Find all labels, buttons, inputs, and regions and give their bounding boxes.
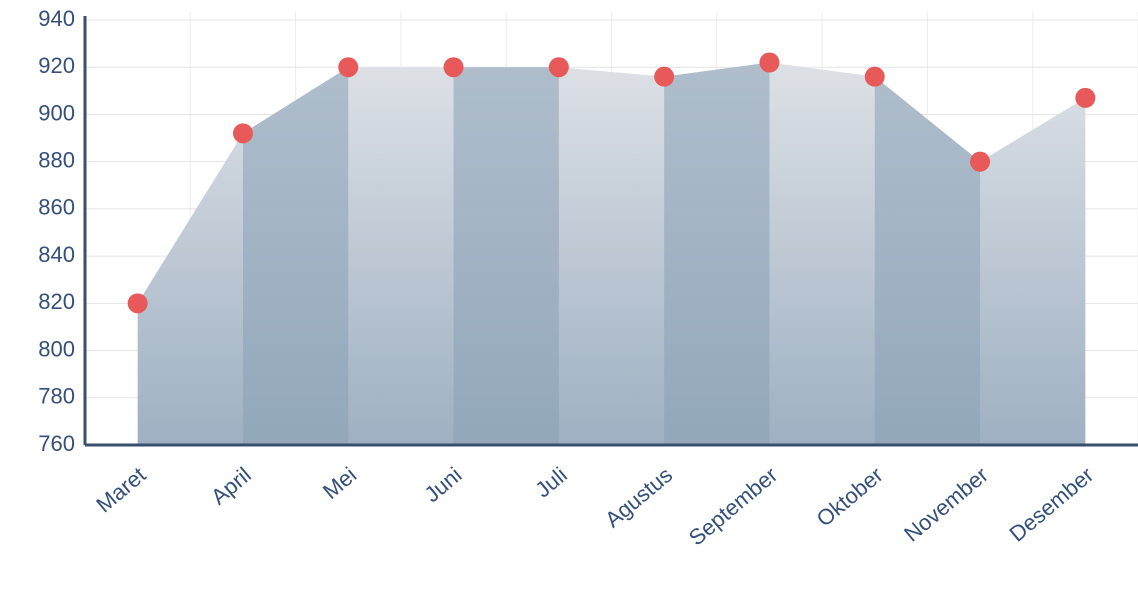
- y-tick-label: 840: [38, 242, 75, 267]
- x-tick-label: Maret: [91, 462, 150, 517]
- y-tick-label: 900: [38, 100, 75, 125]
- dark-band: [664, 62, 770, 445]
- y-tick-label: 880: [38, 147, 75, 172]
- x-tick-label: Juli: [530, 462, 571, 502]
- x-tick-label: Agustus: [600, 462, 677, 532]
- area: [137, 62, 1086, 445]
- x-tick-label: September: [684, 462, 783, 550]
- point: [548, 57, 569, 78]
- point: [127, 293, 148, 314]
- y-tick-label: 780: [38, 384, 75, 409]
- y-tick-label: 860: [38, 195, 75, 220]
- point: [759, 52, 780, 73]
- y-tick-label: 940: [38, 6, 75, 31]
- point: [1075, 87, 1096, 108]
- point: [654, 66, 675, 87]
- dark-band: [242, 62, 349, 445]
- dark-band: [453, 62, 559, 445]
- point: [338, 57, 359, 78]
- x-tick-label: Juni: [420, 462, 467, 507]
- x-tick-label: April: [206, 462, 256, 509]
- y-tick-label: 820: [38, 289, 75, 314]
- x-tick-label: November: [899, 462, 993, 546]
- point: [232, 123, 253, 144]
- plot: [127, 52, 1096, 445]
- x-tick-label: Desember: [1004, 462, 1098, 546]
- x-tick-label: Mei: [318, 462, 361, 504]
- point: [864, 66, 885, 87]
- x-tick-label: Oktober: [812, 462, 888, 531]
- y-tick-label: 800: [38, 336, 75, 361]
- y-tick-label: 920: [38, 53, 75, 78]
- point: [443, 57, 464, 78]
- point: [970, 151, 991, 172]
- y-tick-label: 760: [38, 431, 75, 456]
